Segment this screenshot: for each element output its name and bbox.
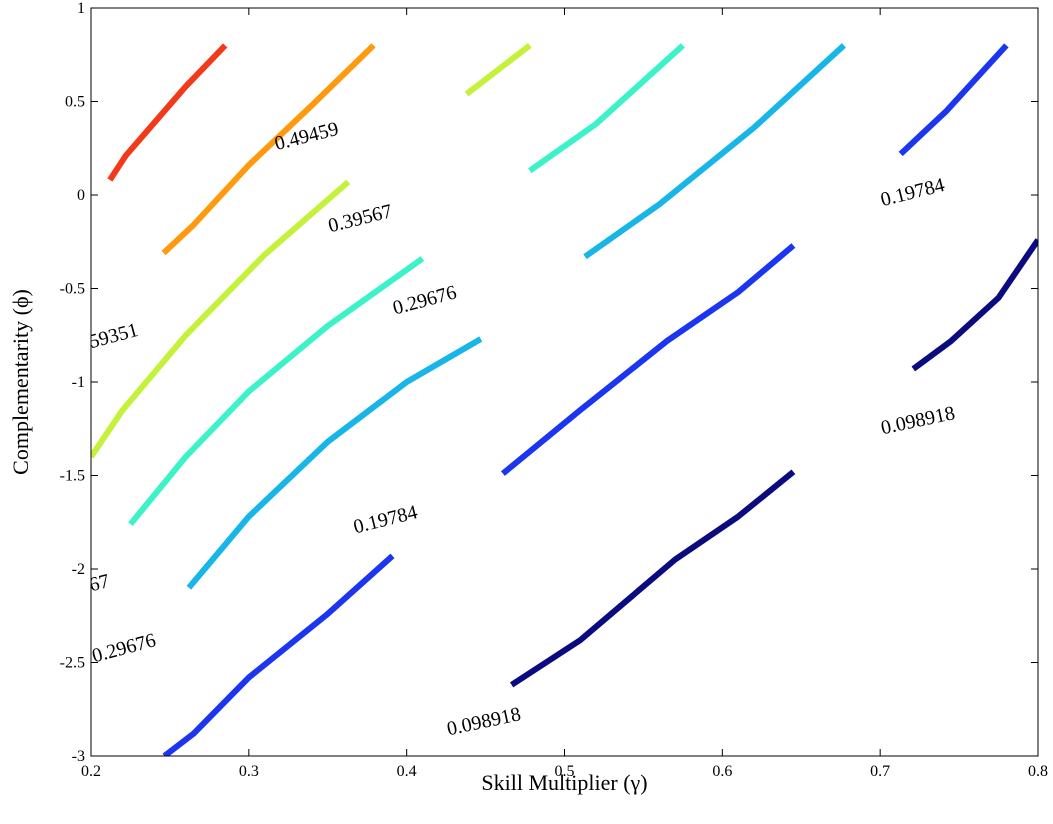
x-tick-label: 0.4 [397,763,417,780]
x-tick-label: 0.2 [81,763,101,780]
contour-line-0.69243 [107,43,228,182]
contour-label: 0.29676 [90,629,158,667]
contour-line-0.49459 [464,43,532,97]
x-tick-label: 0.8 [1028,763,1048,780]
contour-line-0.098918 [911,238,1038,372]
contour-line-0.19784 [500,243,796,476]
contour-line-0.59351 [161,43,376,256]
contour-label: 0.39567 [326,200,394,237]
y-tick-label: 1 [77,0,85,17]
axis-ticks [90,7,1039,757]
contour-label: 0.49459 [272,118,340,155]
contour-line-0.29676 [186,336,483,590]
y-tick-label: -1.5 [60,468,85,485]
contour-label: 0.098918 [879,402,957,439]
y-tick-label: -2 [72,561,85,578]
contour-line-0.49459 [91,179,351,459]
contour-label: 0.29676 [390,281,458,319]
contour-lines [91,43,1038,756]
y-tick-label: 0 [77,187,85,204]
contour-line-0.39567 [528,43,685,174]
contour-label: 67 [87,570,112,596]
contour-labels: 0.098918 0.098918 0.19784 0.19784 0.29676 0.2… [87,118,957,740]
contour-label: 0.19784 [878,174,946,211]
x-tick-label: 0.7 [870,763,890,780]
y-tick-label: -1 [72,374,85,391]
y-tick-label: 0.5 [65,94,85,111]
contour-line-0.19784 [162,553,395,756]
contour-label: 0.098918 [445,703,523,740]
contour-line-0.19784 [898,43,1009,157]
contour-line-0.098918 [509,469,796,688]
contour-label: 59351 [87,319,141,353]
x-tick-label: 0.3 [239,763,259,780]
contour-label: 0.19784 [351,501,419,538]
y-tick-label: -2.5 [60,655,85,672]
x-tick-label: 0.5 [555,763,575,780]
contour-line-0.39567 [128,256,425,527]
y-axis-label: Complementarity (ϕ) [8,289,33,475]
plot-frame [90,7,1039,757]
y-tick-labels: -3 -2.5 -2 -1.5 -1 -0.5 0 0.5 1 [60,0,85,765]
contour-line-0.29676 [583,43,846,260]
x-tick-labels: 0.2 0.3 0.4 0.5 0.6 0.7 0.8 [81,763,1048,780]
y-tick-label: -0.5 [60,281,85,298]
x-tick-label: 0.6 [712,763,732,780]
y-tick-label: -3 [72,748,85,765]
x-axis-label: Skill Multiplier (γ) [481,770,647,795]
